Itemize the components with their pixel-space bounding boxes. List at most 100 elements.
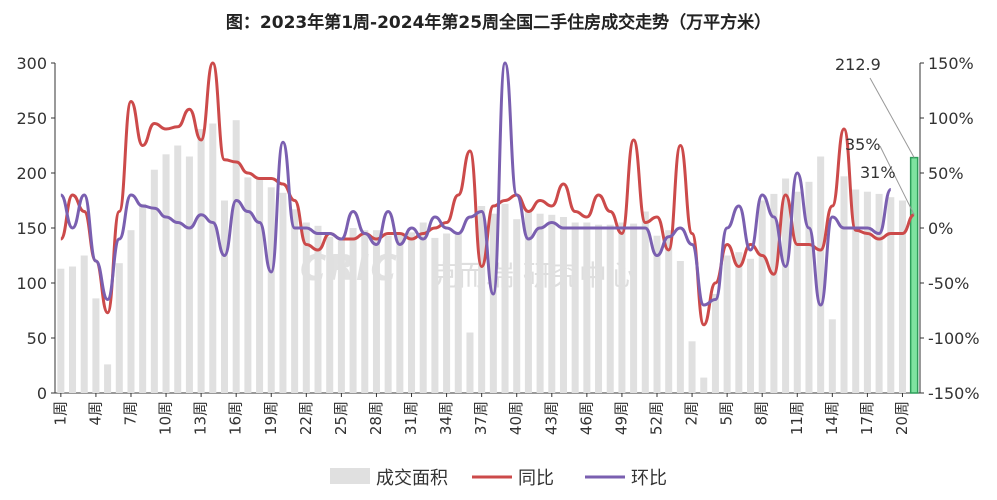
left-tick-label: 0 [37,384,47,403]
bar [384,235,392,393]
x-tick-label: 11周 [788,401,806,435]
bar [443,233,451,393]
x-tick-label: 19周 [262,401,280,435]
bar [419,222,427,393]
right-tick-label: 150% [928,54,974,73]
bar [887,197,895,393]
bar [267,187,275,393]
right-tick-label: 0% [928,219,953,238]
bar [817,156,825,393]
right-tick-label: 100% [928,109,974,128]
right-tick-label: 50% [928,164,964,183]
bar [524,211,532,393]
bar [220,200,228,393]
left-tick-label: 250 [16,109,47,128]
x-tick-label: 4周 [86,401,104,426]
bar [162,154,170,393]
x-tick-label: 28周 [367,401,385,435]
left-tick-label: 200 [16,164,47,183]
x-tick-label: 2周 [683,401,701,426]
bar [197,129,205,393]
bar [80,255,88,393]
bar [279,192,287,393]
bar [244,177,252,393]
x-tick-label: 34周 [437,401,455,435]
x-tick-label: 46周 [577,401,595,435]
bar [291,209,299,393]
x-tick-label: 20周 [893,401,911,435]
bar [770,193,778,393]
bar [595,224,603,393]
bar [723,255,731,393]
bar [57,268,65,393]
bar [571,222,579,393]
x-tick-label: 17周 [858,401,876,435]
bar [150,169,158,393]
left-tick-label: 50 [27,329,47,348]
bar [396,232,404,393]
chart-title: 图：2023年第1周-2024年第25周全国二手住房成交走势（万平方米） [225,13,772,33]
bar [174,145,182,393]
bar [513,219,521,393]
x-tick-label: 43周 [542,401,560,435]
right-tick-label: -100% [928,329,980,348]
bar [115,263,123,393]
bar [337,239,345,393]
yoy-line [59,61,915,327]
bar [700,377,708,393]
right-tick-label: -50% [928,274,969,293]
bar [805,181,813,393]
bar [349,228,357,393]
legend-label: 同比 [518,468,554,489]
bar [466,332,474,393]
bar [92,298,100,393]
x-tick-label: 52周 [647,401,665,435]
left-tick-label: 100 [16,274,47,293]
bar [863,191,871,393]
bar [489,213,497,393]
bar [852,189,860,393]
bar [127,230,135,393]
bar [793,191,801,393]
mom-line [59,61,893,307]
annotation-mom: 31% [860,163,896,182]
bar [314,225,322,393]
bar [478,206,486,393]
bar [536,213,544,393]
x-tick-label: 14周 [823,401,841,435]
left-tick-label: 150 [16,219,47,238]
bar [898,200,906,393]
bar [139,203,147,393]
annotation-leader-yoy [879,145,915,216]
legend-label: 环比 [631,468,667,489]
bar [630,223,638,393]
bar-latest [909,156,919,394]
bar [69,266,77,393]
bar [559,217,567,393]
bar [256,178,264,393]
x-tick-label: 22周 [297,401,315,435]
x-tick-label: 10周 [157,401,175,435]
annotation-leader [869,77,915,158]
bar [606,224,614,393]
bar [828,319,836,393]
annotation-value: 212.9 [835,55,881,74]
x-tick-label: 16周 [227,401,245,435]
bar [583,222,591,393]
bar [372,230,380,393]
legend-swatch-bar [330,468,370,484]
x-tick-label: 25周 [332,401,350,435]
bar [454,233,462,393]
bar [782,178,790,393]
bar [875,193,883,393]
x-tick-label: 40周 [507,401,525,435]
bar [618,222,626,393]
left-tick-label: 300 [16,54,47,73]
bar [501,203,509,393]
x-tick-label: 13周 [192,401,210,435]
x-tick-label: 37周 [472,401,490,435]
bar [711,294,719,393]
bar [408,232,416,393]
right-tick-label: -150% [928,384,980,403]
bar [302,222,310,393]
